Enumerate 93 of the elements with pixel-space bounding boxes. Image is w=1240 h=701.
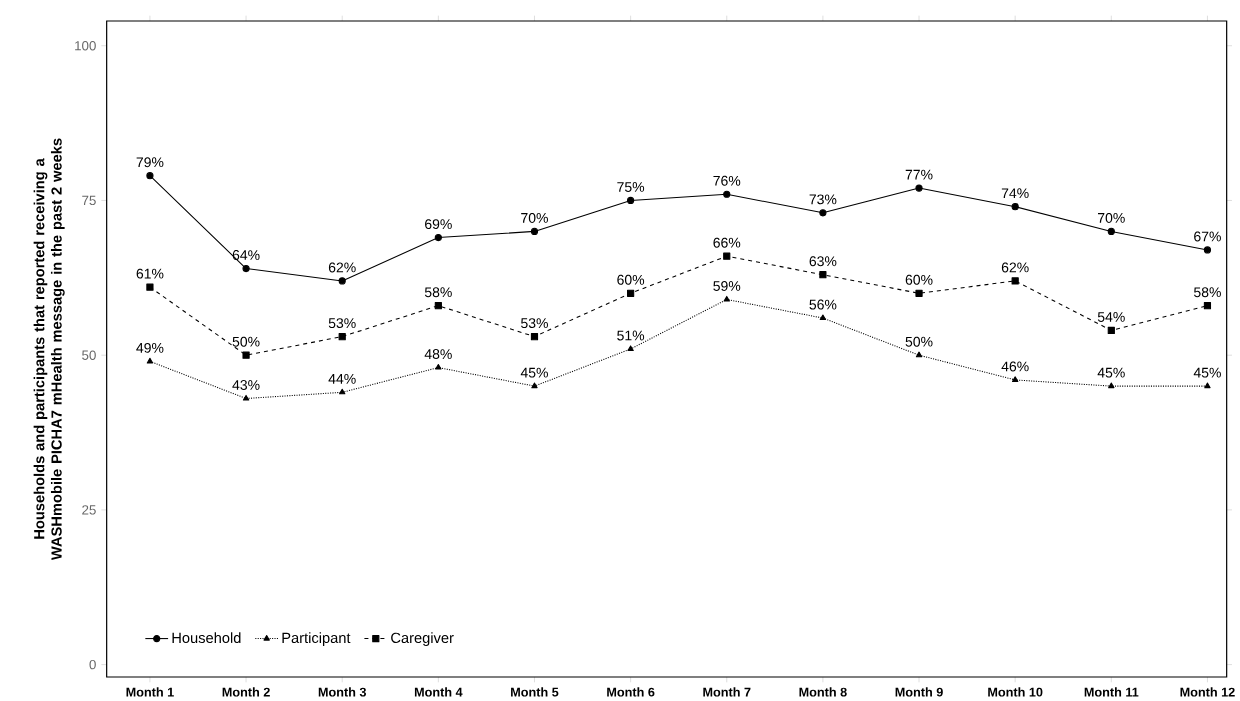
data-label: 76% [713,175,741,186]
data-label: 58% [424,287,452,298]
point [1011,203,1019,211]
point [146,283,154,291]
point [531,382,538,389]
point [242,394,250,401]
x-tick-label: Month 9 [895,687,943,697]
point [1108,382,1115,389]
point [723,252,731,260]
y-axis-title: Households and participants that reported receiving a WASHmobile PICHA7 mHealth message in the past 2 weeks [33,138,65,561]
y-tick-label: 100 [75,41,96,51]
data-label: 62% [1001,262,1029,273]
point [435,363,442,370]
y-tick-label: 0 [89,659,96,670]
point [530,227,539,235]
y-tick-label: 50 [82,350,96,360]
point [819,271,827,279]
point [434,302,442,310]
point [242,264,250,273]
point [1203,302,1212,310]
point [146,172,154,180]
data-label: 69% [425,219,452,230]
point [723,190,731,198]
data-label: 58% [1194,287,1221,298]
point [1107,227,1115,235]
data-label: 46% [1001,361,1029,372]
data-label: 44% [328,373,356,384]
legend-label: Participant [282,632,351,646]
point [819,314,827,321]
point [819,209,827,217]
data-label: 60% [905,274,933,285]
data-label: 56% [809,299,837,310]
data-label: 54% [1097,312,1125,322]
x-tick-label: Month 6 [607,687,655,697]
data-label: 48% [424,349,452,359]
data-label: 53% [521,318,548,329]
x-tick-label: Month 8 [799,687,847,697]
point [1107,326,1115,334]
data-label: 66% [713,237,741,248]
data-label: 51% [617,330,645,341]
point [915,351,923,358]
x-tick-label: Month 1 [126,687,174,697]
data-label: 74% [1001,188,1029,199]
point [627,345,634,352]
x-tick-label: Month 4 [414,687,463,697]
data-label: 77% [905,169,933,180]
data-label: 50% [905,336,933,347]
data-label: 75% [617,182,645,192]
y-tick-label: 25 [82,505,96,515]
legend-label: Household [172,632,241,643]
data-label: 53% [328,318,356,329]
point [915,184,923,192]
data-label: 43% [232,380,260,390]
data-label: 79% [136,157,164,168]
data-label: 50% [232,336,260,347]
point [338,332,346,341]
point [1011,277,1019,285]
data-label: 62% [328,262,356,273]
y-tick-label: 75 [82,195,96,206]
data-label: 73% [809,194,837,205]
data-label: 64% [232,250,260,260]
data-label: 70% [521,212,548,223]
data-label: 49% [136,342,164,353]
data-label: 70% [1098,212,1125,223]
point [339,388,346,395]
x-tick-label: Month 10 [988,687,1043,697]
point [530,332,539,341]
x-tick-label: Month 7 [703,687,751,697]
point [1203,246,1212,254]
x-tick-label: Month 2 [222,687,270,697]
data-label: 59% [713,281,741,291]
point [146,357,154,364]
data-label: 63% [809,256,837,267]
x-tick-label: Month 3 [318,687,367,697]
point [242,351,250,359]
point [1011,376,1019,382]
x-tick-label: Month 12 [1180,687,1235,697]
point [723,295,730,302]
legend-label: Caregiver [391,632,454,646]
point [627,196,635,205]
data-label: 45% [520,367,548,378]
point [1204,382,1211,389]
data-label: 61% [136,268,164,279]
x-tick-label: Month 11 [1084,687,1139,697]
data-label: 45% [1193,367,1221,378]
data-label: 67% [1194,231,1221,242]
x-tick-label: Month 5 [511,687,559,697]
data-label: 60% [617,274,645,285]
point [915,289,923,297]
point [434,233,442,242]
data-label: 45% [1097,367,1125,378]
point [338,277,346,285]
point [627,289,635,297]
